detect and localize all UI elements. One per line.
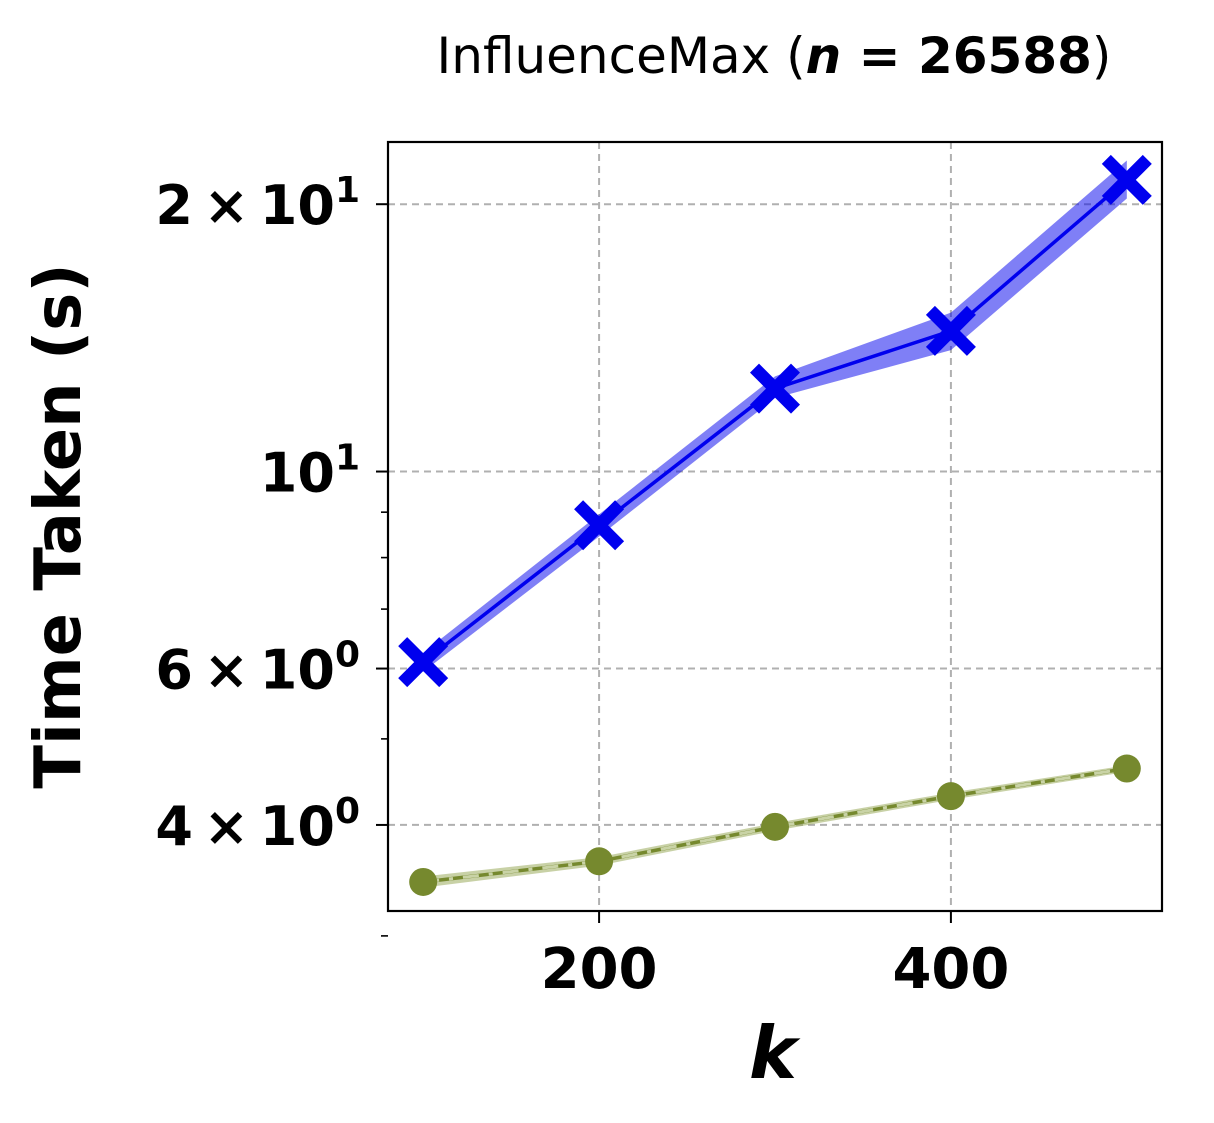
- title-prefix: InfluenceMax (: [437, 27, 806, 85]
- chart-title: InfluenceMax (n = 26588): [437, 27, 1112, 85]
- x-tick-label-200: 200: [541, 937, 658, 1002]
- title-variable: n: [806, 27, 842, 85]
- y-tick-label-4: 4 × 100: [155, 791, 360, 858]
- series-0-point-300: [750, 363, 800, 414]
- series-1: [409, 754, 1141, 896]
- y-axis-label: Time Taken (s): [22, 263, 96, 788]
- series-1-point-100: [409, 867, 438, 896]
- series-1-point-300: [761, 812, 789, 841]
- series-0-point-400: [925, 305, 976, 356]
- series-0-point-500: [1101, 154, 1152, 205]
- series-1-point-500: [1112, 754, 1141, 783]
- series-0-band: [423, 160, 1127, 672]
- y-tick-label-20: 2 × 101: [155, 170, 360, 237]
- plot-frame: [386, 140, 1164, 913]
- y-tick-label-10: 101: [260, 438, 360, 505]
- series-0: [398, 154, 1152, 688]
- title-value: 26588: [918, 27, 1092, 85]
- x-tick-label-400: 400: [892, 937, 1009, 1002]
- tick-layer: 200 400 4 × 100 6 × 100 101 2 × 101: [155, 170, 1009, 1002]
- series-0-point-200: [574, 500, 625, 551]
- x-axis-label: k: [749, 1011, 801, 1095]
- title-equals: =: [841, 27, 918, 85]
- series-1-point-200: [585, 847, 614, 876]
- series-0-point-100: [398, 637, 449, 688]
- series-1-point-400: [936, 782, 965, 811]
- y-tick-label-6: 6 × 100: [155, 635, 360, 702]
- title-suffix: ): [1092, 27, 1112, 85]
- series-layer: [398, 154, 1152, 896]
